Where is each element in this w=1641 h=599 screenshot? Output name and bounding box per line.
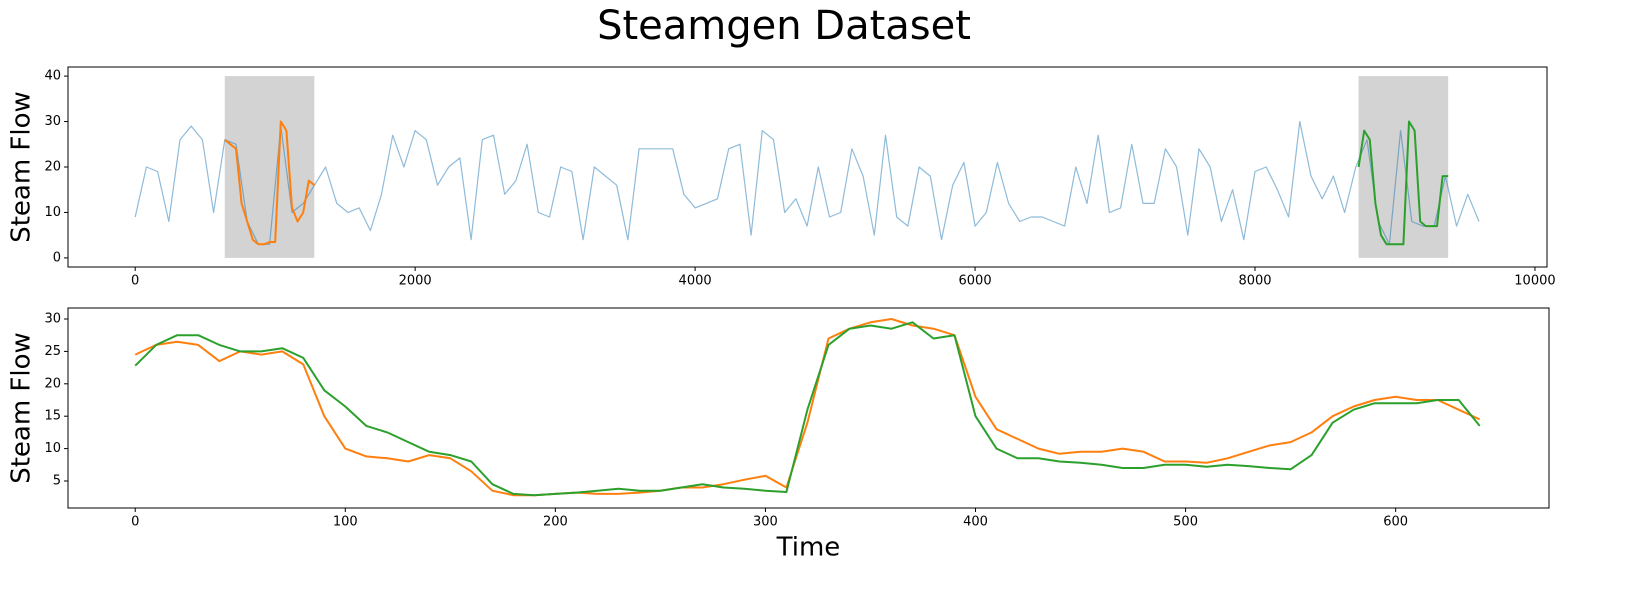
x-tick-label: 4000 — [679, 274, 712, 289]
axes-frame — [67, 307, 1550, 509]
y-axis-label: Steam Flow — [7, 91, 37, 243]
y-tick-label: 10 — [44, 205, 61, 220]
x-axis-label: Time — [776, 533, 841, 563]
y-tick-label: 30 — [44, 114, 61, 129]
figure-title: Steamgen Dataset — [597, 3, 971, 49]
series-line — [1357, 120, 1449, 246]
series-line — [134, 120, 1480, 245]
y-tick-label: 40 — [44, 69, 61, 84]
x-tick-label: 0 — [131, 515, 139, 530]
x-tick-label: 400 — [963, 515, 988, 530]
y-tick-label: 30 — [44, 312, 61, 327]
series-line — [134, 321, 1481, 497]
x-tick-label: 2000 — [399, 274, 432, 289]
x-tick-label: 500 — [1173, 515, 1198, 530]
x-tick-label: 10000 — [1514, 274, 1555, 289]
x-tick-label: 600 — [1383, 515, 1408, 530]
plot-area — [134, 76, 1480, 258]
y-tick-label: 0 — [53, 250, 61, 265]
y-tick-label: 25 — [44, 344, 61, 359]
y-tick-label: 5 — [53, 473, 61, 488]
plot-area — [134, 318, 1481, 497]
y-tick-label: 15 — [44, 409, 61, 424]
series-line — [224, 120, 316, 246]
x-tick-label: 100 — [333, 515, 358, 530]
y-tick-label: 20 — [44, 376, 61, 391]
x-tick-label: 300 — [753, 515, 778, 530]
y-tick-label: 10 — [44, 441, 61, 456]
y-tick-label: 20 — [44, 160, 61, 175]
y-axis-label: Steam Flow — [7, 332, 37, 484]
x-tick-label: 8000 — [1238, 274, 1271, 289]
series-line — [134, 318, 1481, 497]
x-tick-label: 0 — [131, 274, 139, 289]
x-tick-label: 200 — [543, 515, 568, 530]
x-tick-label: 6000 — [959, 274, 992, 289]
